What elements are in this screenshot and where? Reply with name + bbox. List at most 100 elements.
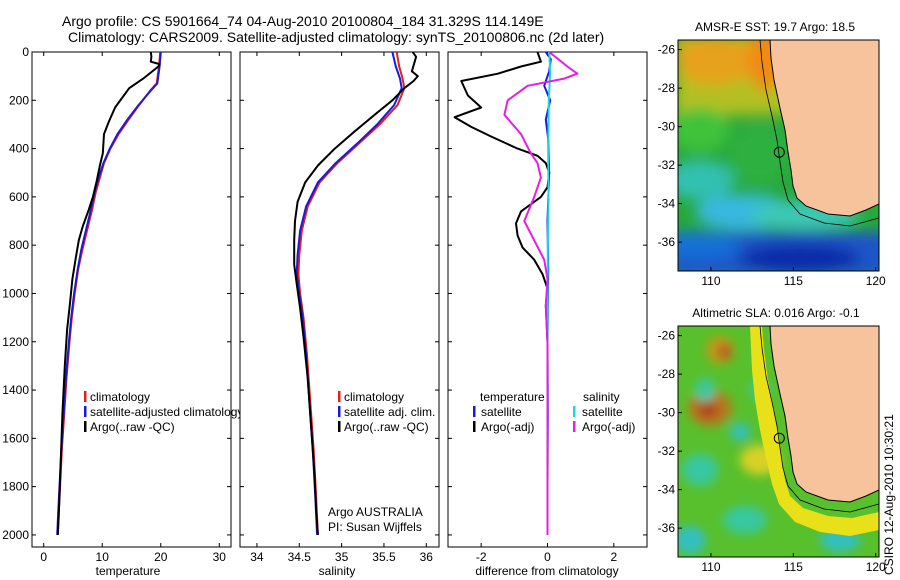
sla-map-title: Altimetric SLA: 0.016 Argo: -0.1 bbox=[692, 306, 860, 320]
salinity-series-argo-raw-qc bbox=[293, 52, 419, 535]
depth-ytick-label: 1200 bbox=[2, 335, 29, 349]
sla-map-ticks: 110 115 120 -26 -28 -30 -32 -34 -36 bbox=[658, 329, 886, 574]
temperature-legend: climatology satellite-adjusted climatolo… bbox=[84, 390, 243, 434]
sst-coastline bbox=[769, 40, 879, 217]
sst-lat-tick-label: -36 bbox=[658, 235, 676, 249]
temperature-xtick-label: 0 bbox=[40, 550, 47, 564]
salinity-xtick-label: 35.5 bbox=[372, 550, 396, 564]
difference-xtick-label: 2 bbox=[610, 550, 617, 564]
legend-heading-salinity: salinity bbox=[583, 390, 620, 404]
legend-swatch-satellite-adj bbox=[338, 406, 341, 417]
sst-lat-tick-label: -30 bbox=[658, 120, 676, 134]
sla-argo-float-marker bbox=[773, 432, 785, 444]
sla-lat-tick-label: -36 bbox=[658, 521, 676, 535]
sst-map-ticks: 110 115 120 -26 -28 -30 -32 -34 -36 bbox=[658, 43, 886, 288]
legend-label-sal-satellite: satellite bbox=[582, 405, 623, 419]
difference-xtick-label: 0 bbox=[544, 550, 551, 564]
sla-lat-tick-label: -28 bbox=[658, 367, 676, 381]
sla-high-patch bbox=[698, 402, 718, 418]
sst-lat-tick-label: -28 bbox=[658, 81, 676, 95]
depth-ytick-label: 1600 bbox=[2, 431, 29, 445]
sla-low-patch bbox=[723, 506, 767, 534]
difference-xtick-label: -2 bbox=[476, 550, 487, 564]
sla-low-patch bbox=[695, 378, 715, 402]
legend-swatch-satellite-adjusted bbox=[84, 406, 87, 417]
sst-mid-patch bbox=[678, 108, 730, 152]
legend-label-climatology: climatology bbox=[344, 390, 404, 404]
difference-legend: temperature satellite Argo(-adj) salinit… bbox=[473, 390, 635, 434]
sst-cool-patch bbox=[678, 160, 735, 200]
temperature-series-argo-raw-qc bbox=[56, 52, 161, 535]
figure-title-line1: Argo profile: CS 5901664_74 04-Aug-2010 … bbox=[62, 13, 544, 29]
sst-land bbox=[770, 40, 879, 216]
legend-label-temp-satellite: satellite bbox=[481, 405, 522, 419]
salinity-legend: climatology satellite adj. clim. Argo(..… bbox=[338, 390, 435, 434]
sst-field bbox=[678, 40, 879, 271]
salinity-plot-frame bbox=[239, 51, 440, 548]
sla-lat-tick-label: -30 bbox=[658, 406, 676, 420]
salinity-xtick-label: 36 bbox=[420, 550, 434, 564]
sla-low-patch bbox=[730, 423, 750, 441]
temperature-xtick-label: 10 bbox=[96, 550, 110, 564]
sla-lon-tick-label: 115 bbox=[784, 560, 803, 574]
difference-ticks: -2 0 2 bbox=[448, 51, 647, 564]
pi-annotation: PI: Susan Wijffels bbox=[328, 520, 422, 534]
sla-map-frame bbox=[677, 325, 880, 558]
legend-label-argo: Argo(..raw -QC) bbox=[344, 420, 429, 434]
sst-cold-patch bbox=[678, 231, 740, 259]
sla-lon-tick-label: 120 bbox=[866, 560, 886, 574]
temperature-ticks: 0 10 20 30 0 200 400 600 800 1000 1200 1400 1600 1800… bbox=[2, 45, 231, 564]
salinity-xtick-label: 34 bbox=[250, 550, 264, 564]
sst-map-frame bbox=[677, 39, 880, 272]
sst-argo-float-marker bbox=[773, 146, 785, 158]
sla-lat-tick-label: -26 bbox=[658, 329, 676, 343]
legend-label-climatology: climatology bbox=[90, 390, 150, 404]
argo-program-annotation: Argo AUSTRALIA bbox=[328, 505, 423, 519]
legend-swatch-sal-satellite bbox=[573, 406, 576, 417]
depth-ytick-label: 0 bbox=[22, 45, 29, 59]
legend-label-sal-argo: Argo(-adj) bbox=[582, 420, 635, 434]
salinity-xtick-label: 35 bbox=[335, 550, 349, 564]
depth-ytick-label: 2000 bbox=[2, 528, 29, 542]
legend-swatch-argo bbox=[338, 421, 341, 432]
legend-swatch-climatology bbox=[338, 391, 341, 402]
difference-panel: -2 0 2 difference from climatology tempera… bbox=[447, 51, 648, 578]
temperature-series bbox=[56, 52, 162, 535]
legend-swatch-temp-satellite bbox=[473, 406, 476, 417]
sla-lat-tick-label: -34 bbox=[658, 483, 676, 497]
difference-xlabel: difference from climatology bbox=[475, 564, 618, 578]
legend-label-argo: Argo(..raw -QC) bbox=[90, 420, 175, 434]
csiro-timestamp: CSIRO 12-Aug-2010 10:30:21 bbox=[882, 414, 896, 575]
salinity-series bbox=[293, 52, 419, 535]
sla-coastline bbox=[769, 326, 879, 503]
legend-heading-temperature: temperature bbox=[480, 390, 545, 404]
depth-ytick-label: 1800 bbox=[2, 480, 29, 494]
temperature-xtick-label: 20 bbox=[154, 550, 168, 564]
sst-lon-tick-label: 115 bbox=[784, 274, 803, 288]
sst-lon-tick-label: 120 bbox=[866, 274, 886, 288]
sst-coldest-patch bbox=[740, 244, 860, 271]
sla-shelf-contour bbox=[759, 326, 879, 513]
depth-ytick-label: 400 bbox=[9, 142, 29, 156]
sla-lon-tick-label: 110 bbox=[701, 560, 720, 574]
salinity-ticks: 34 34.5 35 35.5 36 bbox=[240, 51, 439, 564]
legend-label-satellite-adjusted: satellite-adjusted climatology bbox=[90, 405, 243, 419]
difference-series bbox=[453, 52, 579, 535]
sst-map-title: AMSR-E SST: 19.7 Argo: 18.5 bbox=[695, 20, 855, 34]
sst-lat-tick-label: -26 bbox=[658, 43, 676, 57]
sla-field bbox=[678, 326, 879, 557]
figure-title-line2: Climatology: CARS2009. Satellite-adjuste… bbox=[68, 29, 605, 45]
difference-series-salinity-argo-adj bbox=[503, 52, 579, 535]
salinity-xlabel: salinity bbox=[319, 564, 356, 578]
sla-high-patch bbox=[718, 344, 732, 360]
legend-swatch-sal-argo bbox=[573, 421, 576, 432]
sst-shelf-contour bbox=[759, 40, 879, 227]
sst-map-panel: AMSR-E SST: 19.7 Argo: 18.5 110 11 bbox=[658, 20, 886, 288]
legend-swatch-temp-argo bbox=[473, 421, 476, 432]
temperature-panel: 0 10 20 30 0 200 400 600 800 1000 1200 1400 1600 1800… bbox=[2, 45, 243, 578]
sst-lon-tick-label: 110 bbox=[701, 274, 720, 288]
depth-ytick-label: 1000 bbox=[2, 286, 29, 300]
salinity-xtick-label: 34.5 bbox=[288, 550, 312, 564]
depth-ytick-label: 600 bbox=[9, 190, 29, 204]
